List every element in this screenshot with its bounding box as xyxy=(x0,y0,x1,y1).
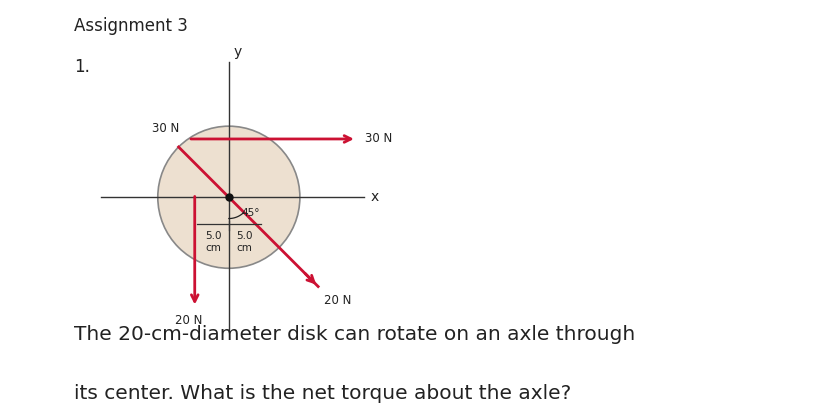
Text: its center. What is the net torque about the axle?: its center. What is the net torque about… xyxy=(74,384,571,403)
Text: The 20-cm-diameter disk can rotate on an axle through: The 20-cm-diameter disk can rotate on an… xyxy=(74,325,635,344)
Text: x: x xyxy=(371,190,379,204)
Text: 20 N: 20 N xyxy=(175,314,203,327)
Text: 30 N: 30 N xyxy=(365,133,392,146)
Text: 45°: 45° xyxy=(242,208,260,218)
Text: 30 N: 30 N xyxy=(152,122,180,135)
Circle shape xyxy=(158,126,300,268)
Text: 5.0
cm: 5.0 cm xyxy=(236,231,252,253)
Text: 1.: 1. xyxy=(74,58,90,76)
Text: y: y xyxy=(233,45,242,59)
Text: Assignment 3: Assignment 3 xyxy=(74,17,188,35)
Text: 20 N: 20 N xyxy=(324,294,351,306)
Text: 5.0
cm: 5.0 cm xyxy=(205,231,221,253)
